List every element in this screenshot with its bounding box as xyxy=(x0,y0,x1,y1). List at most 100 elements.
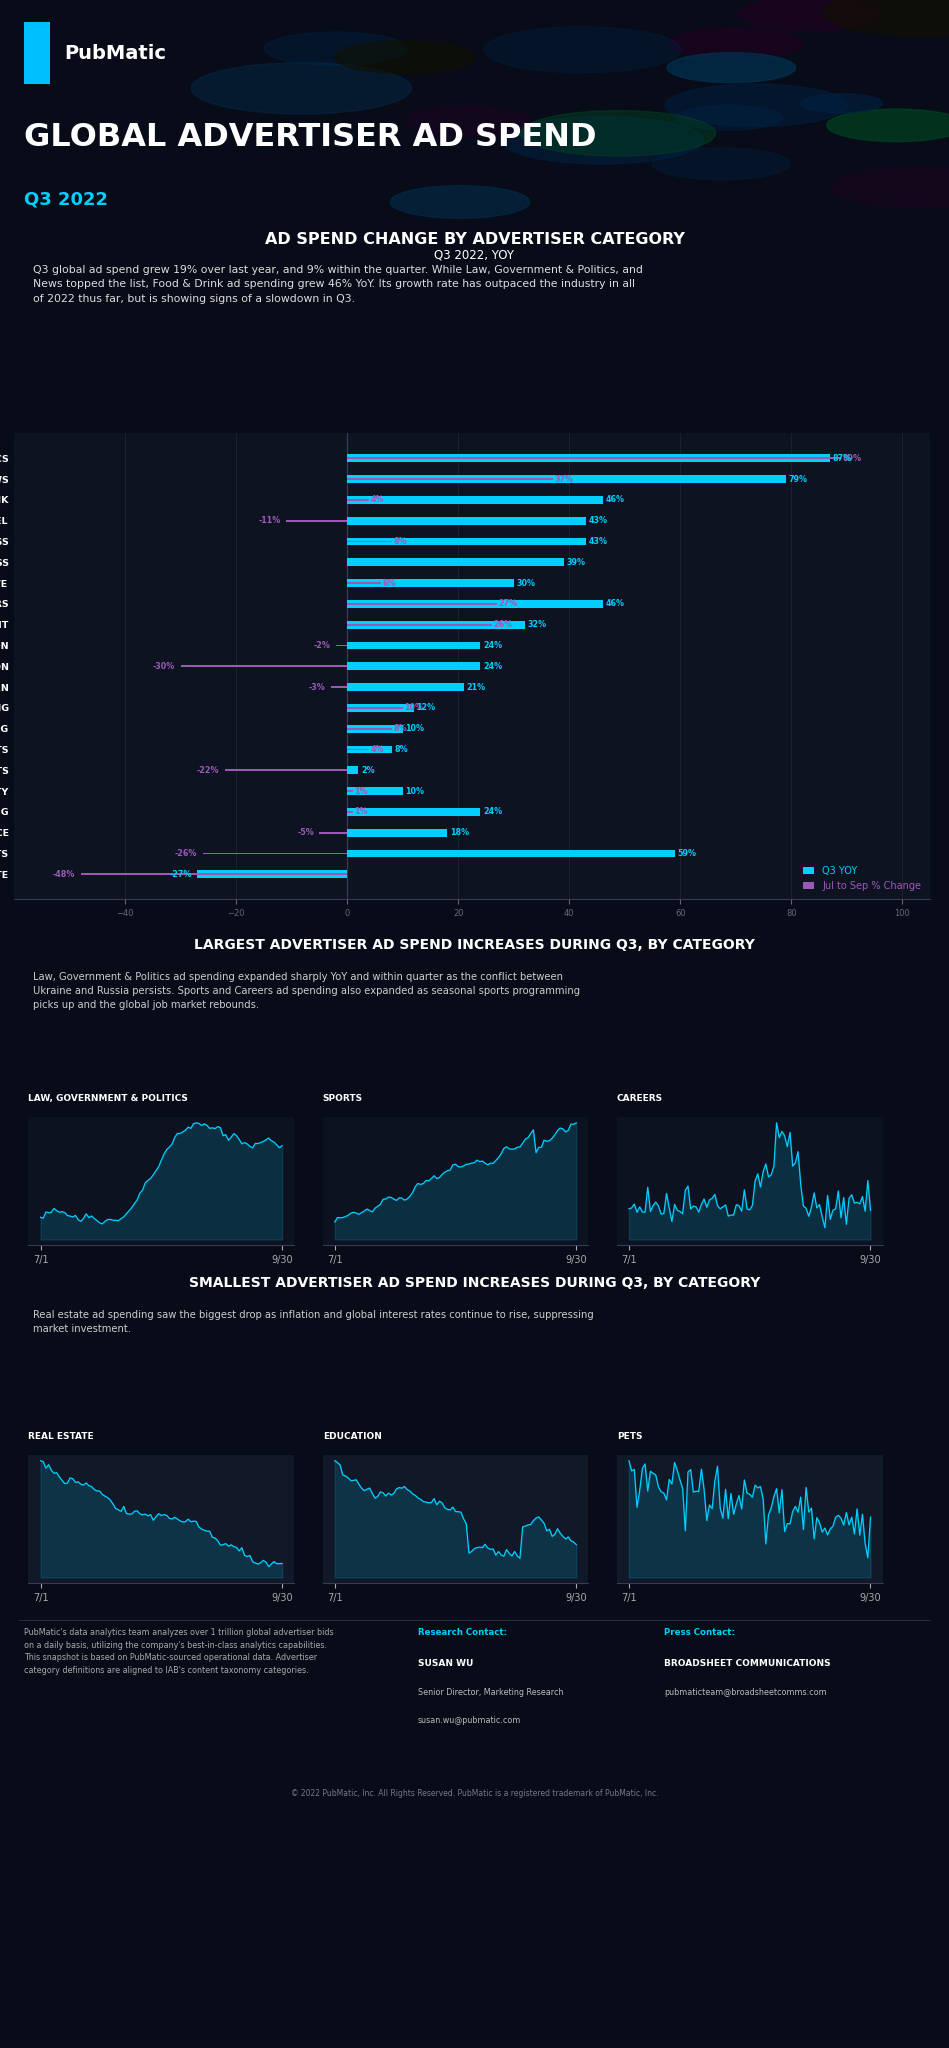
Text: Real estate ad spending saw the biggest drop as inflation and global interest ra: Real estate ad spending saw the biggest … xyxy=(32,1309,593,1333)
Text: 2%: 2% xyxy=(362,766,375,774)
Bar xyxy=(347,829,447,838)
Text: 59%: 59% xyxy=(678,850,697,858)
Text: SPORTS: SPORTS xyxy=(323,1094,363,1104)
Text: 46%: 46% xyxy=(605,496,624,504)
Bar xyxy=(347,725,402,733)
Circle shape xyxy=(665,84,847,127)
Text: 10%: 10% xyxy=(405,725,424,733)
Text: 0%: 0% xyxy=(350,557,363,567)
Text: 43%: 43% xyxy=(588,516,607,524)
Text: 10%: 10% xyxy=(405,786,424,795)
Text: LARGEST ADVERTISER AD SPEND INCREASES DURING Q3, BY CATEGORY: LARGEST ADVERTISER AD SPEND INCREASES DU… xyxy=(194,938,755,952)
Text: 6%: 6% xyxy=(382,580,396,588)
Text: EDUCATION: EDUCATION xyxy=(323,1432,381,1442)
Circle shape xyxy=(827,109,949,141)
Circle shape xyxy=(403,106,532,135)
Text: 12%: 12% xyxy=(417,702,436,713)
Bar xyxy=(347,786,402,795)
Text: SUSAN WU: SUSAN WU xyxy=(418,1659,473,1667)
Circle shape xyxy=(500,117,703,164)
Circle shape xyxy=(676,104,783,131)
Text: -22%: -22% xyxy=(197,766,219,774)
Text: 1%: 1% xyxy=(355,786,368,795)
Bar xyxy=(347,475,786,483)
Bar xyxy=(347,766,359,774)
Bar xyxy=(347,537,586,545)
Text: 10%: 10% xyxy=(404,702,423,713)
Bar xyxy=(347,496,603,504)
Bar xyxy=(347,641,480,649)
Text: Senior Director, Marketing Research: Senior Director, Marketing Research xyxy=(418,1688,563,1696)
Text: PubMatic's data analytics team analyzes over 1 trillion global advertiser bids
o: PubMatic's data analytics team analyzes … xyxy=(24,1628,333,1675)
Text: 27%: 27% xyxy=(499,600,518,608)
Text: AD SPEND CHANGE BY ADVERTISER CATEGORY: AD SPEND CHANGE BY ADVERTISER CATEGORY xyxy=(265,231,684,246)
Text: GLOBAL ADVERTISER AD SPEND: GLOBAL ADVERTISER AD SPEND xyxy=(24,121,596,154)
Text: 46%: 46% xyxy=(605,600,624,608)
Text: pubmaticteam@broadsheetcomms.com: pubmaticteam@broadsheetcomms.com xyxy=(664,1688,827,1696)
Text: 32%: 32% xyxy=(528,621,547,629)
Text: LAW, GOVERNMENT & POLITICS: LAW, GOVERNMENT & POLITICS xyxy=(28,1094,188,1104)
Bar xyxy=(347,684,464,690)
Text: CAREERS: CAREERS xyxy=(617,1094,663,1104)
Text: 8%: 8% xyxy=(393,725,407,733)
Circle shape xyxy=(824,0,949,37)
Text: -2%: -2% xyxy=(314,641,330,649)
Text: -26%: -26% xyxy=(175,850,197,858)
Text: 87%: 87% xyxy=(833,455,852,463)
Bar xyxy=(347,662,480,670)
Circle shape xyxy=(484,27,680,74)
Bar xyxy=(347,455,830,463)
Text: 24%: 24% xyxy=(483,662,502,672)
Text: 37%: 37% xyxy=(554,475,573,483)
Text: 79%: 79% xyxy=(789,475,808,483)
Bar xyxy=(197,870,347,879)
Text: 8%: 8% xyxy=(395,745,408,754)
Circle shape xyxy=(669,29,803,59)
Text: -48%: -48% xyxy=(53,870,75,879)
Legend: Q3 YOY, Jul to Sep % Change: Q3 YOY, Jul to Sep % Change xyxy=(799,862,925,895)
Circle shape xyxy=(801,94,883,113)
Bar xyxy=(347,516,586,524)
Circle shape xyxy=(520,111,716,156)
Text: susan.wu@pubmatic.com: susan.wu@pubmatic.com xyxy=(418,1716,521,1724)
Text: 26%: 26% xyxy=(493,621,512,629)
Circle shape xyxy=(335,41,474,74)
Text: 8%: 8% xyxy=(393,537,407,547)
Circle shape xyxy=(667,53,795,82)
Text: -11%: -11% xyxy=(258,516,281,524)
Text: 18%: 18% xyxy=(450,827,469,838)
Bar xyxy=(347,559,564,565)
Text: 24%: 24% xyxy=(483,641,502,649)
Text: -5%: -5% xyxy=(297,827,314,838)
Circle shape xyxy=(652,147,790,180)
Text: 4%: 4% xyxy=(371,745,384,754)
Bar xyxy=(347,850,675,858)
Text: 21%: 21% xyxy=(467,682,486,692)
Text: -30%: -30% xyxy=(153,662,176,672)
Text: © 2022 PubMatic, Inc. All Rights Reserved. PubMatic is a registered trademark of: © 2022 PubMatic, Inc. All Rights Reserve… xyxy=(290,1790,659,1798)
Bar xyxy=(347,705,414,713)
Text: Q3 2022, YOY: Q3 2022, YOY xyxy=(435,248,514,260)
Text: Q3 global ad spend grew 19% over last year, and 9% within the quarter. While Law: Q3 global ad spend grew 19% over last ye… xyxy=(32,264,642,303)
Bar xyxy=(347,600,603,608)
Text: SMALLEST ADVERTISER AD SPEND INCREASES DURING Q3, BY CATEGORY: SMALLEST ADVERTISER AD SPEND INCREASES D… xyxy=(189,1276,760,1290)
Circle shape xyxy=(738,0,882,31)
Bar xyxy=(347,809,480,815)
FancyBboxPatch shape xyxy=(24,23,50,84)
Text: -3%: -3% xyxy=(308,682,326,692)
Text: 4%: 4% xyxy=(371,496,384,504)
Text: PubMatic: PubMatic xyxy=(65,43,166,63)
Text: 89%: 89% xyxy=(843,455,862,463)
Text: Press Contact:: Press Contact: xyxy=(664,1628,735,1636)
Text: PETS: PETS xyxy=(617,1432,642,1442)
Circle shape xyxy=(264,33,406,66)
Circle shape xyxy=(831,166,949,207)
Text: REAL ESTATE: REAL ESTATE xyxy=(28,1432,94,1442)
Text: 43%: 43% xyxy=(588,537,607,547)
Text: Law, Government & Politics ad spending expanded sharply YoY and within quarter a: Law, Government & Politics ad spending e… xyxy=(32,971,580,1010)
Bar xyxy=(347,745,392,754)
Text: Research Contact:: Research Contact: xyxy=(418,1628,507,1636)
Text: Q3 2022: Q3 2022 xyxy=(24,190,108,209)
Bar xyxy=(347,621,525,629)
Bar xyxy=(347,580,513,588)
